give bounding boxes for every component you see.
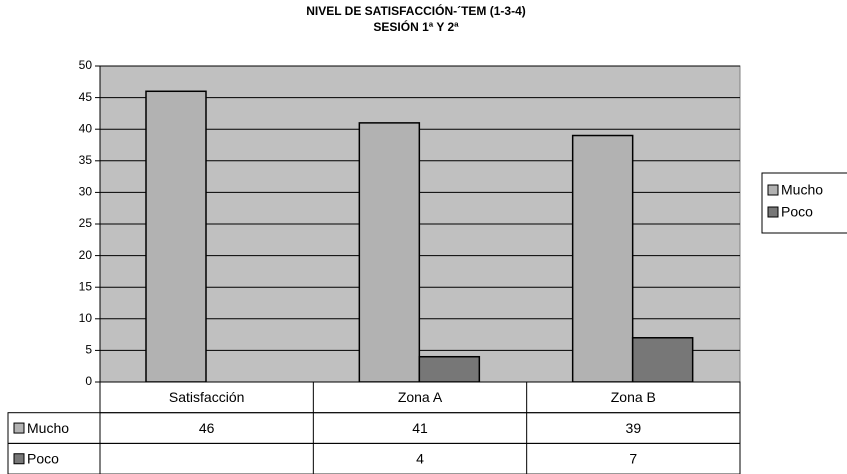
y-tick-label: 30 [79,185,93,199]
x-tick-label: Zona A [398,389,443,405]
table-value: 41 [412,420,428,436]
bar [633,338,693,382]
y-tick-label: 45 [79,90,93,104]
legend-label: Poco [781,204,813,220]
y-tick-label: 10 [79,311,93,325]
table-series-name: Mucho [27,420,69,436]
table-value: 46 [199,420,215,436]
chart: NIVEL DE SATISFACCIÓN-´TEM (1-3-4) SESIÓ… [0,0,847,474]
y-tick-label: 50 [79,58,93,72]
chart-title: NIVEL DE SATISFACCIÓN-´TEM (1-3-4) [306,3,526,18]
legend-label: Mucho [781,182,823,198]
bar [419,357,479,382]
y-tick-label: 35 [79,153,93,167]
table-series-name: Poco [27,450,59,466]
chart-subtitle: SESIÓN 1ª Y 2ª [373,19,459,34]
x-tick-label: Zona B [611,389,656,405]
table-value: 7 [629,450,637,466]
legend-key [14,423,24,433]
table-value: 4 [416,450,424,466]
bar [359,123,419,382]
legend-key [768,207,778,217]
y-tick-label: 25 [79,216,93,230]
y-tick-label: 20 [79,248,93,262]
y-tick-label: 0 [85,374,92,388]
x-tick-label: Satisfacción [169,389,244,405]
bar [146,91,206,382]
table-value: 39 [626,420,642,436]
bar [573,136,633,382]
y-tick-label: 40 [79,121,93,135]
legend-key [768,185,778,195]
legend-key [14,454,24,464]
y-tick-label: 5 [85,343,92,357]
y-tick-label: 15 [79,279,93,293]
